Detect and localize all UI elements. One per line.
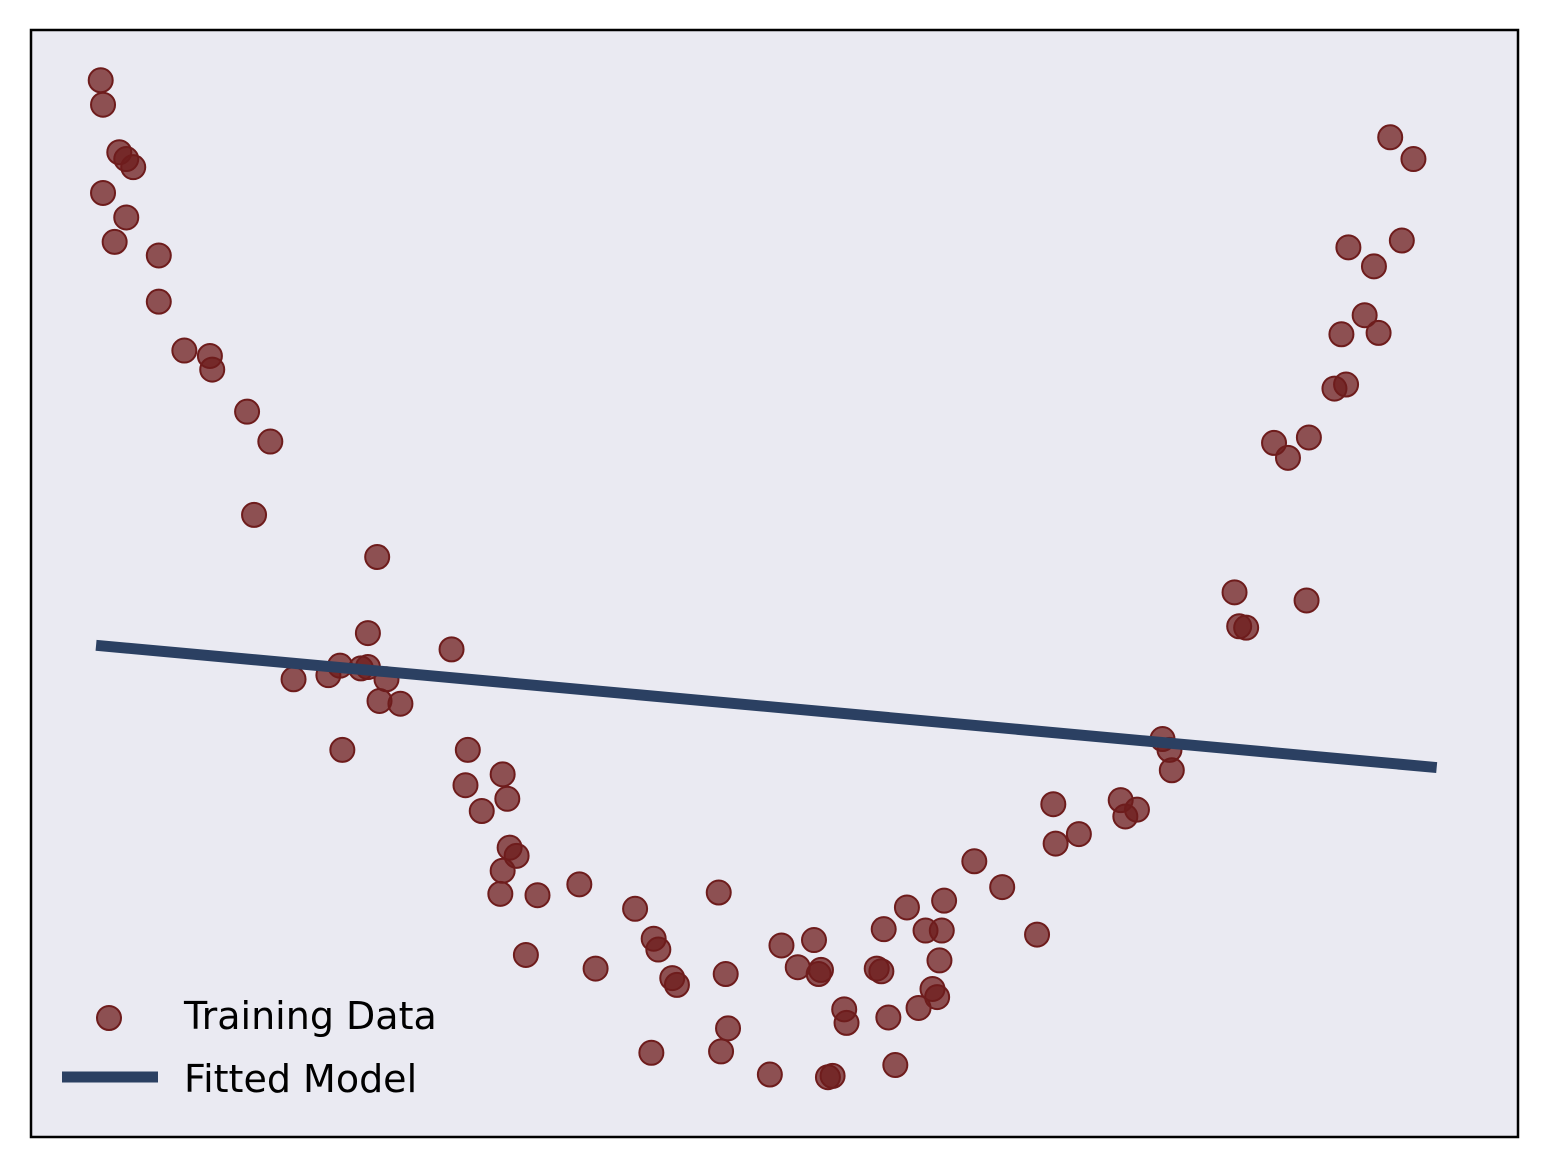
legend: Training Data Fitted Model xyxy=(62,994,437,1101)
data-point xyxy=(1233,614,1260,641)
data-point xyxy=(924,984,951,1011)
data-point xyxy=(1365,319,1392,346)
data-point xyxy=(622,895,649,922)
data-point xyxy=(1293,587,1320,614)
data-point xyxy=(931,887,958,914)
data-point xyxy=(487,880,514,907)
data-point xyxy=(1221,579,1248,606)
data-point xyxy=(638,1039,665,1066)
data-point xyxy=(926,947,953,974)
data-point xyxy=(387,690,414,717)
data-point xyxy=(768,932,795,959)
data-point xyxy=(87,67,114,94)
legend-marker-training-data xyxy=(96,1005,122,1031)
data-point xyxy=(145,242,172,269)
data-point xyxy=(512,941,539,968)
data-point xyxy=(868,958,895,985)
plot-area xyxy=(31,30,1518,1137)
data-point xyxy=(893,894,920,921)
fitted-lines xyxy=(95,639,1438,774)
data-point xyxy=(234,398,261,425)
data-point xyxy=(1274,444,1301,471)
data-point xyxy=(1333,371,1360,398)
data-point xyxy=(452,772,479,799)
data-point xyxy=(645,936,672,963)
data-point xyxy=(1158,757,1185,784)
data-point xyxy=(833,1009,860,1036)
data-point xyxy=(882,1052,909,1079)
data-point xyxy=(364,544,391,571)
data-point xyxy=(870,916,897,943)
plot-frame xyxy=(29,28,1520,1139)
data-point xyxy=(257,428,284,455)
data-point xyxy=(663,971,690,998)
data-point xyxy=(145,288,172,315)
legend-label-training-data: Training Data xyxy=(183,994,437,1038)
data-point xyxy=(1328,321,1355,348)
data-point xyxy=(1040,791,1067,818)
data-point xyxy=(120,154,147,181)
data-point xyxy=(280,666,307,693)
data-point xyxy=(241,501,268,528)
data-point xyxy=(199,356,226,383)
legend-label-fitted-model: Fitted Model xyxy=(184,1057,417,1101)
data-point xyxy=(712,961,739,988)
data-point xyxy=(171,337,198,364)
data-point xyxy=(1123,796,1150,823)
data-point xyxy=(90,179,117,206)
data-point xyxy=(489,761,516,788)
data-point xyxy=(1335,234,1362,261)
data-point xyxy=(715,1015,742,1042)
data-point xyxy=(800,927,827,954)
data-point xyxy=(468,798,495,825)
data-point xyxy=(1400,146,1427,173)
data-point xyxy=(1360,253,1387,280)
data-point xyxy=(354,620,381,647)
data-point xyxy=(494,785,521,812)
data-point xyxy=(708,1038,735,1065)
data-point xyxy=(756,1061,783,1088)
data-point xyxy=(928,917,955,944)
data-point xyxy=(329,736,356,763)
data-point xyxy=(454,736,481,763)
fitted-model-line xyxy=(95,639,1438,774)
data-point xyxy=(961,848,988,875)
data-point xyxy=(1042,830,1069,857)
data-point xyxy=(1065,821,1092,848)
data-point xyxy=(1295,424,1322,451)
data-point xyxy=(1024,921,1051,948)
data-point xyxy=(113,204,140,231)
data-point xyxy=(1388,227,1415,254)
data-point xyxy=(90,91,117,118)
data-point xyxy=(1377,124,1404,151)
data-point xyxy=(819,1062,846,1089)
data-point xyxy=(989,874,1016,901)
data-point xyxy=(1351,302,1378,329)
data-point xyxy=(101,228,128,255)
data-point xyxy=(805,961,832,988)
data-point xyxy=(566,871,593,898)
data-point xyxy=(875,1004,902,1031)
data-point xyxy=(524,882,551,909)
data-point xyxy=(705,879,732,906)
data-point xyxy=(438,636,465,663)
data-point xyxy=(582,955,609,982)
scatter-points xyxy=(87,67,1427,1091)
data-point xyxy=(489,857,516,884)
